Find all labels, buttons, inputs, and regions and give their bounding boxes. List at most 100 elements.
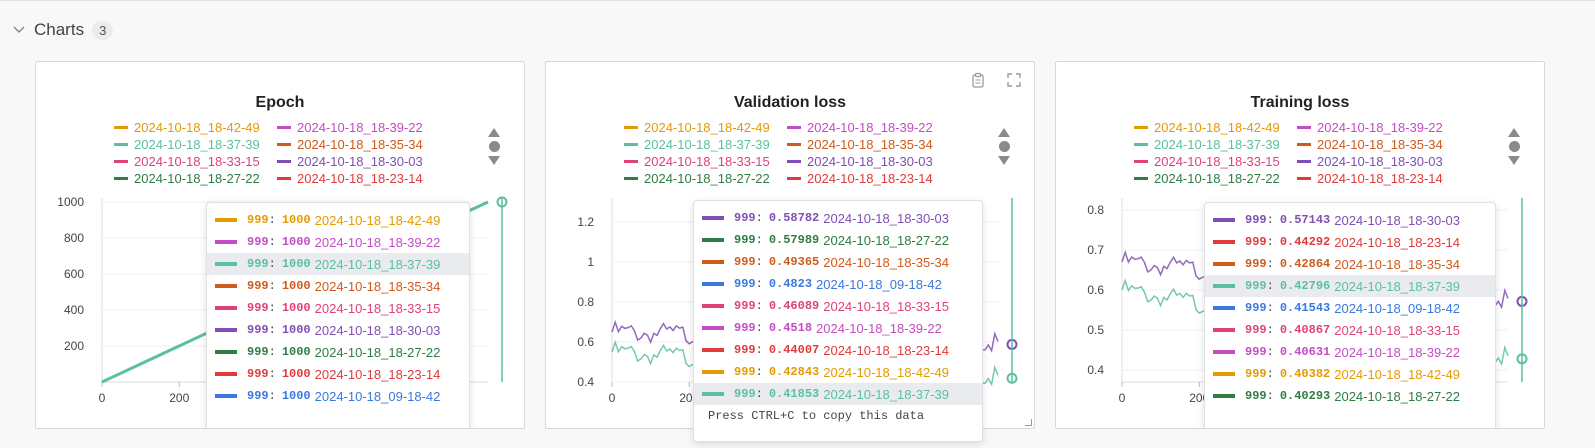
legend-page-dot-icon[interactable] bbox=[998, 141, 1010, 152]
tooltip-value: 0.41543 bbox=[1279, 301, 1331, 315]
legend-down-icon[interactable] bbox=[488, 156, 500, 165]
legend-label: 2024-10-18_18-33-15 bbox=[644, 154, 770, 169]
tooltip-run-name: 2024-10-18_18-39-22 bbox=[1334, 344, 1461, 360]
legend-swatch bbox=[114, 177, 128, 180]
legend-page-dot-icon[interactable] bbox=[488, 141, 500, 152]
tooltip-row: 999:0.41543 2024-10-18_09-18-42 bbox=[1205, 297, 1495, 319]
legend-swatch bbox=[624, 177, 638, 180]
tooltip-value: 1000 bbox=[281, 389, 311, 403]
tooltip-value: 0.40631 bbox=[1279, 345, 1331, 359]
tooltip-row: 999:0.57989 2024-10-18_18-27-22 bbox=[694, 229, 982, 251]
series-swatch bbox=[702, 216, 724, 220]
legend-item[interactable]: 2024-10-18_18-30-03 bbox=[277, 154, 437, 169]
series-swatch bbox=[702, 326, 724, 330]
tooltip-separator: : bbox=[1266, 279, 1274, 293]
legend-item[interactable]: 2024-10-18_18-27-22 bbox=[114, 171, 277, 186]
y-tick-label: 600 bbox=[64, 267, 84, 281]
legend-item[interactable]: 2024-10-18_18-37-39 bbox=[624, 137, 787, 152]
legend-item[interactable]: 2024-10-18_18-23-14 bbox=[277, 171, 437, 186]
tooltip-row: 999:1000 2024-10-18_18-33-15 bbox=[207, 297, 469, 319]
fullscreen-icon[interactable] bbox=[1006, 72, 1022, 88]
chart-count-badge: 3 bbox=[92, 20, 114, 40]
series-swatch bbox=[215, 372, 237, 376]
legend-item[interactable]: 2024-10-18_18-27-22 bbox=[1134, 171, 1297, 186]
tooltip-row: 999:1000 2024-10-18_18-42-49 bbox=[207, 209, 469, 231]
legend-item[interactable]: 2024-10-18_18-39-22 bbox=[787, 120, 947, 135]
legend-item[interactable]: 2024-10-18_18-37-39 bbox=[114, 137, 277, 152]
tooltip-row: 999:1000 2024-10-18_18-37-39 bbox=[207, 253, 469, 275]
legend-swatch bbox=[277, 126, 291, 129]
tooltip-value: 0.44007 bbox=[768, 343, 820, 357]
tooltip-step: 999 bbox=[247, 279, 269, 293]
legend-item[interactable]: 2024-10-18_18-23-14 bbox=[1297, 171, 1457, 186]
legend-pager bbox=[996, 128, 1012, 165]
legend-item[interactable]: 2024-10-18_18-35-34 bbox=[1297, 137, 1457, 152]
tooltip-run-name: 2024-10-18_18-23-14 bbox=[1334, 234, 1461, 250]
legend-page-dot-icon[interactable] bbox=[1508, 141, 1520, 152]
legend-item[interactable]: 2024-10-18_18-37-39 bbox=[1134, 137, 1297, 152]
tooltip-separator: : bbox=[268, 213, 276, 227]
charts-section-header[interactable]: Charts 3 bbox=[12, 20, 114, 40]
legend-swatch bbox=[277, 177, 291, 180]
tooltip-value: 0.58782 bbox=[768, 211, 820, 225]
legend-swatch bbox=[1297, 177, 1311, 180]
tooltip-value: 0.4518 bbox=[768, 321, 813, 335]
y-tick-label: 0.8 bbox=[1087, 203, 1104, 217]
series-swatch bbox=[702, 238, 724, 242]
legend-label: 2024-10-18_18-42-49 bbox=[134, 120, 260, 135]
panel-actions bbox=[970, 72, 1022, 88]
legend-item[interactable]: 2024-10-18_18-33-15 bbox=[114, 154, 277, 169]
chevron-down-icon[interactable] bbox=[12, 23, 26, 37]
copy-icon[interactable] bbox=[970, 72, 986, 88]
legend-down-icon[interactable] bbox=[1508, 156, 1520, 165]
series-swatch bbox=[702, 348, 724, 352]
legend-label: 2024-10-18_18-42-49 bbox=[1154, 120, 1280, 135]
series-swatch bbox=[702, 282, 724, 286]
tooltip-run-name: 2024-10-18_18-37-39 bbox=[314, 256, 441, 272]
legend-swatch bbox=[1134, 177, 1148, 180]
legend-item[interactable]: 2024-10-18_18-33-15 bbox=[1134, 154, 1297, 169]
tooltip-step: 999 bbox=[1245, 367, 1267, 381]
legend-item[interactable]: 2024-10-18_18-42-49 bbox=[114, 120, 277, 135]
legend-up-icon[interactable] bbox=[488, 128, 500, 137]
tooltip-step: 999 bbox=[247, 301, 269, 315]
copy-hint: Press CTRL+C to copy this data bbox=[708, 409, 925, 423]
legend-swatch bbox=[1134, 143, 1148, 146]
series-swatch bbox=[1213, 372, 1235, 376]
tooltip-step: 999 bbox=[734, 277, 756, 291]
legend-label: 2024-10-18_18-27-22 bbox=[1154, 171, 1280, 186]
legend-up-icon[interactable] bbox=[1508, 128, 1520, 137]
legend-item[interactable]: 2024-10-18_18-39-22 bbox=[277, 120, 437, 135]
y-tick-label: 0.4 bbox=[577, 375, 594, 389]
tooltip-row: 999:0.4518 2024-10-18_18-39-22 bbox=[694, 317, 982, 339]
tooltip-value: 1000 bbox=[281, 345, 311, 359]
resize-handle[interactable] bbox=[1025, 419, 1032, 426]
tooltip-separator: : bbox=[755, 343, 763, 357]
legend-label: 2024-10-18_18-35-34 bbox=[297, 137, 423, 152]
tooltip-run-name: 2024-10-18_18-35-34 bbox=[1334, 256, 1461, 272]
tooltip-separator: : bbox=[755, 233, 763, 247]
tooltip-step: 999 bbox=[1245, 213, 1267, 227]
legend-item[interactable]: 2024-10-18_18-35-34 bbox=[787, 137, 947, 152]
data-tooltip-validation: 999:0.58782 2024-10-18_18-30-03 999:0.5798… bbox=[693, 200, 983, 442]
legend-up-icon[interactable] bbox=[998, 128, 1010, 137]
tooltip-run-name: 2024-10-18_09-18-42 bbox=[816, 276, 942, 292]
legend-item[interactable]: 2024-10-18_18-42-49 bbox=[624, 120, 787, 135]
legend-item[interactable]: 2024-10-18_18-35-34 bbox=[277, 137, 437, 152]
legend-down-icon[interactable] bbox=[998, 156, 1010, 165]
tooltip-run-name: 2024-10-18_18-27-22 bbox=[314, 344, 441, 360]
series-swatch bbox=[215, 240, 237, 244]
tooltip-value: 0.57143 bbox=[1279, 213, 1331, 227]
legend-item[interactable]: 2024-10-18_18-39-22 bbox=[1297, 120, 1457, 135]
legend-item[interactable]: 2024-10-18_18-42-49 bbox=[1134, 120, 1297, 135]
tooltip-value: 1000 bbox=[281, 367, 311, 381]
tooltip-separator: : bbox=[1266, 213, 1274, 227]
tooltip-rows: 999:0.58782 2024-10-18_18-30-03 999:0.5798… bbox=[694, 201, 982, 405]
legend-item[interactable]: 2024-10-18_18-27-22 bbox=[624, 171, 787, 186]
legend-label: 2024-10-18_18-37-39 bbox=[1154, 137, 1280, 152]
legend-item[interactable]: 2024-10-18_18-33-15 bbox=[624, 154, 787, 169]
legend-item[interactable]: 2024-10-18_18-23-14 bbox=[787, 171, 947, 186]
legend-item[interactable]: 2024-10-18_18-30-03 bbox=[787, 154, 947, 169]
legend-item[interactable]: 2024-10-18_18-30-03 bbox=[1297, 154, 1457, 169]
legend-label: 2024-10-18_18-27-22 bbox=[134, 171, 260, 186]
